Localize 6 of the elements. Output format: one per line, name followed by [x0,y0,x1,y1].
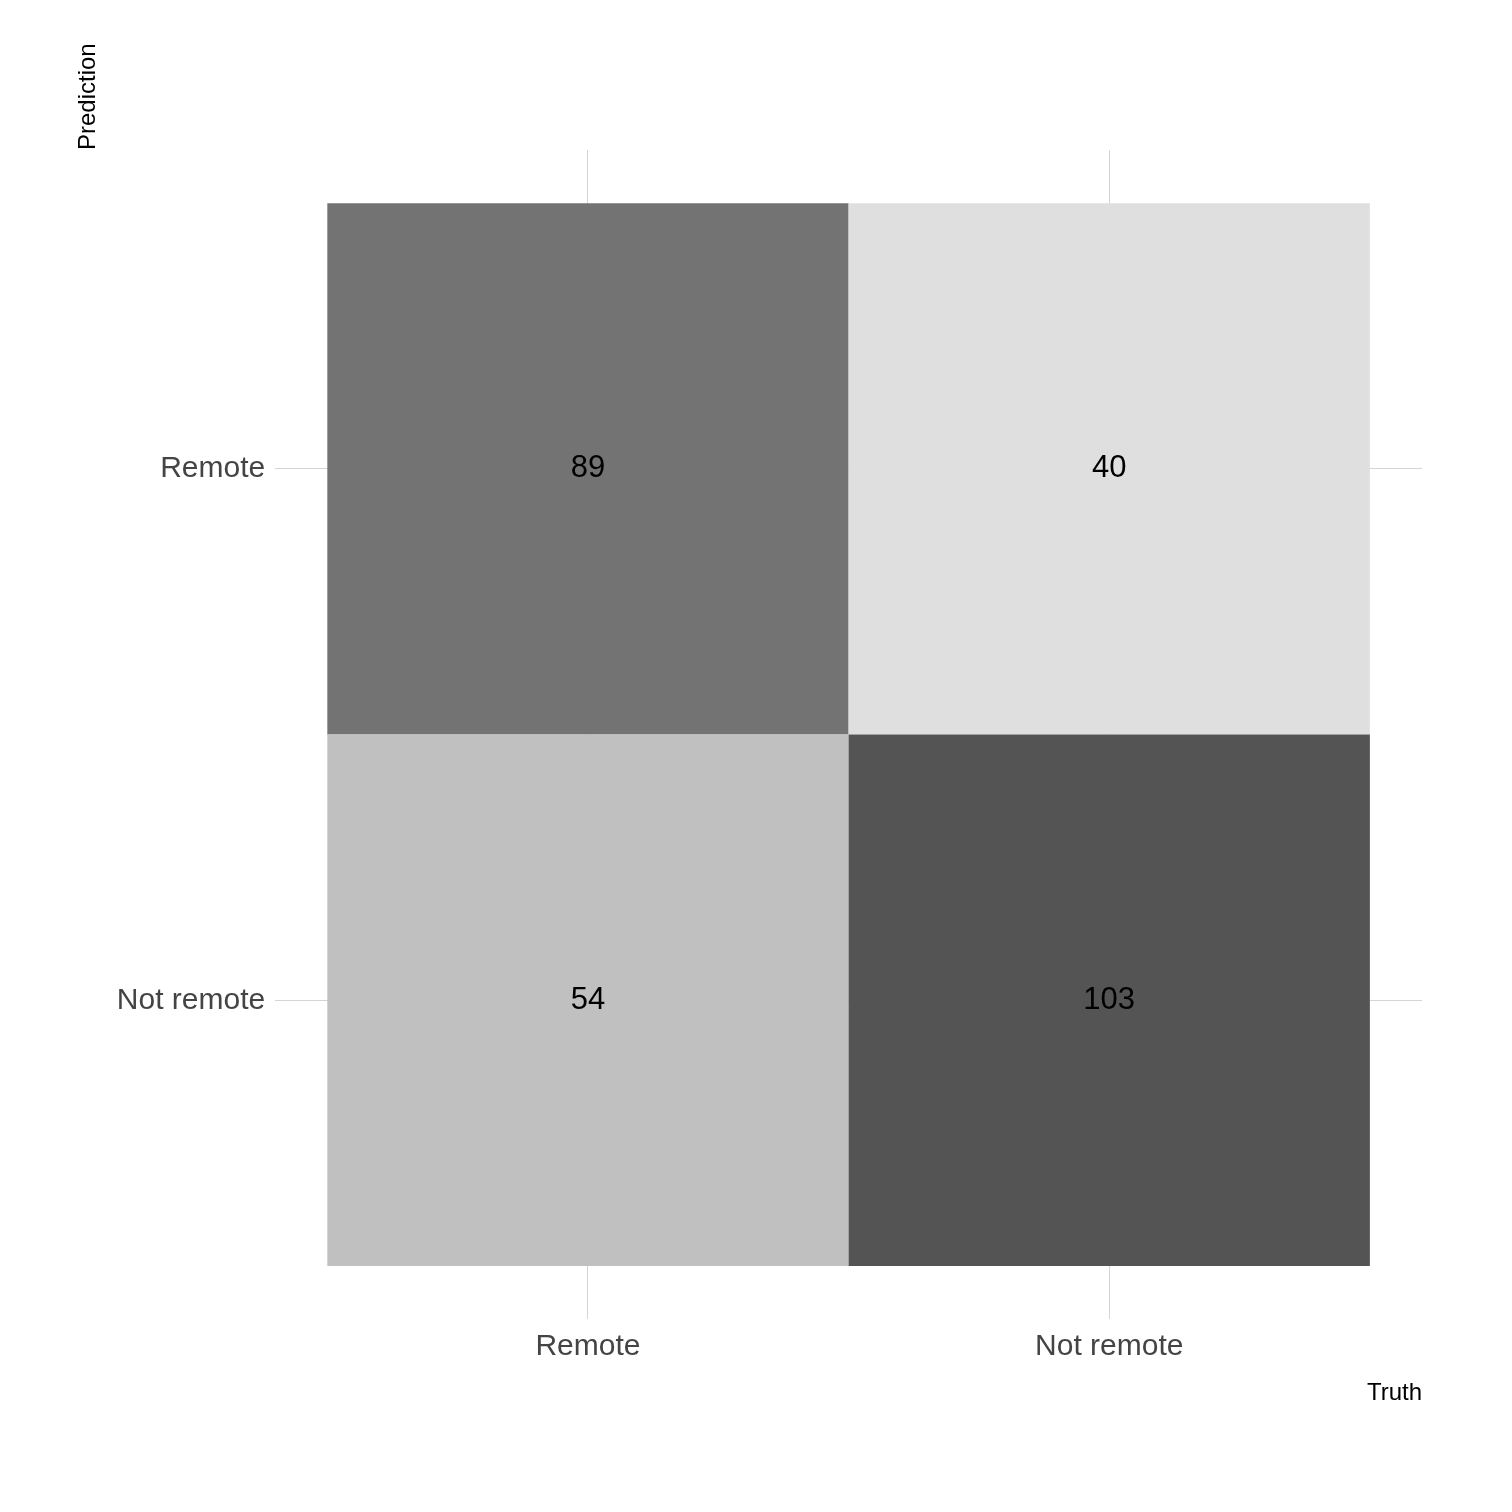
data-label: 40 [1091,449,1127,485]
y-axis-title: Prediction [73,43,101,150]
data-label: 54 [570,980,606,1016]
x-axis-title: Truth [1366,1378,1422,1406]
data-label: 103 [1083,980,1136,1016]
data-label: 89 [570,449,606,485]
